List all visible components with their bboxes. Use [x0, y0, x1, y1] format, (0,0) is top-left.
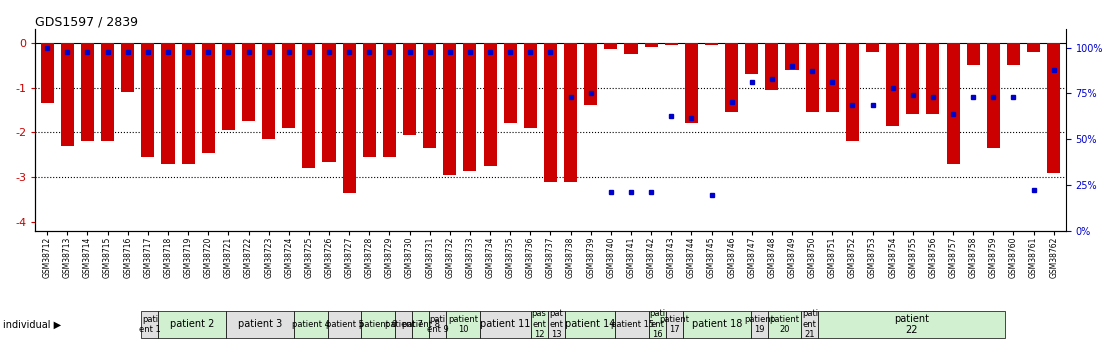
Bar	[746, 43, 758, 74]
Bar	[1007, 43, 1020, 65]
Bar	[262, 43, 275, 139]
Text: patient 3: patient 3	[238, 319, 282, 329]
Bar	[201, 43, 215, 152]
Bar	[40, 43, 54, 103]
Bar	[665, 43, 678, 45]
Bar	[402, 43, 416, 135]
Bar	[101, 43, 114, 141]
Bar	[524, 43, 537, 128]
Text: patient
19: patient 19	[745, 315, 774, 334]
Bar	[141, 43, 154, 157]
Text: pat
ent
13: pat ent 13	[549, 309, 563, 339]
Bar	[322, 43, 335, 161]
Text: patient 2: patient 2	[170, 319, 215, 329]
Bar	[866, 43, 879, 52]
Bar	[484, 43, 496, 166]
Bar	[947, 43, 959, 164]
Bar	[766, 43, 778, 90]
Bar	[565, 43, 577, 182]
Text: patient 11: patient 11	[480, 319, 530, 329]
Text: individual ▶: individual ▶	[3, 319, 61, 329]
Bar	[645, 43, 657, 47]
Bar	[1027, 43, 1040, 52]
Bar	[705, 43, 718, 45]
Bar	[241, 43, 255, 121]
Bar	[463, 43, 476, 170]
Bar	[967, 43, 979, 65]
Text: pati
ent
16: pati ent 16	[650, 309, 665, 339]
Bar	[726, 43, 738, 112]
Bar	[544, 43, 557, 182]
Bar	[826, 43, 838, 112]
Bar	[806, 43, 818, 112]
Bar	[605, 43, 617, 49]
Text: pati
ent
21: pati ent 21	[802, 309, 818, 339]
Bar	[282, 43, 295, 128]
Bar	[121, 43, 134, 92]
Text: patient
10: patient 10	[448, 315, 479, 334]
Text: patient 15: patient 15	[610, 320, 654, 329]
Bar	[443, 43, 456, 175]
Bar	[504, 43, 517, 124]
Text: patient
22: patient 22	[894, 314, 929, 335]
Bar	[987, 43, 999, 148]
Bar	[382, 43, 396, 157]
Text: pati
ent 9: pati ent 9	[427, 315, 448, 334]
Bar	[60, 43, 74, 146]
Bar	[181, 43, 195, 164]
Bar	[625, 43, 637, 54]
Text: pati
ent 1: pati ent 1	[139, 315, 161, 334]
Bar	[221, 43, 235, 130]
Bar	[927, 43, 939, 115]
Bar	[80, 43, 94, 141]
Bar	[161, 43, 174, 164]
Text: pas
ent
12: pas ent 12	[532, 309, 547, 339]
Bar	[585, 43, 597, 106]
Bar	[786, 43, 798, 70]
Text: patient 5: patient 5	[325, 320, 363, 329]
Text: patient
20: patient 20	[769, 315, 799, 334]
Text: patient 6: patient 6	[359, 320, 397, 329]
Bar	[685, 43, 698, 124]
Bar	[1048, 43, 1060, 173]
Text: patient 18: patient 18	[692, 319, 742, 329]
Bar	[423, 43, 436, 148]
Bar	[846, 43, 859, 141]
Text: patient 8: patient 8	[401, 320, 439, 329]
Bar	[302, 43, 315, 168]
Text: patient 7: patient 7	[385, 320, 423, 329]
Bar	[887, 43, 899, 126]
Text: patient
17: patient 17	[660, 315, 690, 334]
Bar	[362, 43, 376, 157]
Text: patient 14: patient 14	[565, 319, 615, 329]
Bar	[342, 43, 356, 193]
Text: GDS1597 / 2839: GDS1597 / 2839	[35, 15, 139, 28]
Bar	[907, 43, 919, 115]
Text: patient 4: patient 4	[292, 320, 330, 329]
